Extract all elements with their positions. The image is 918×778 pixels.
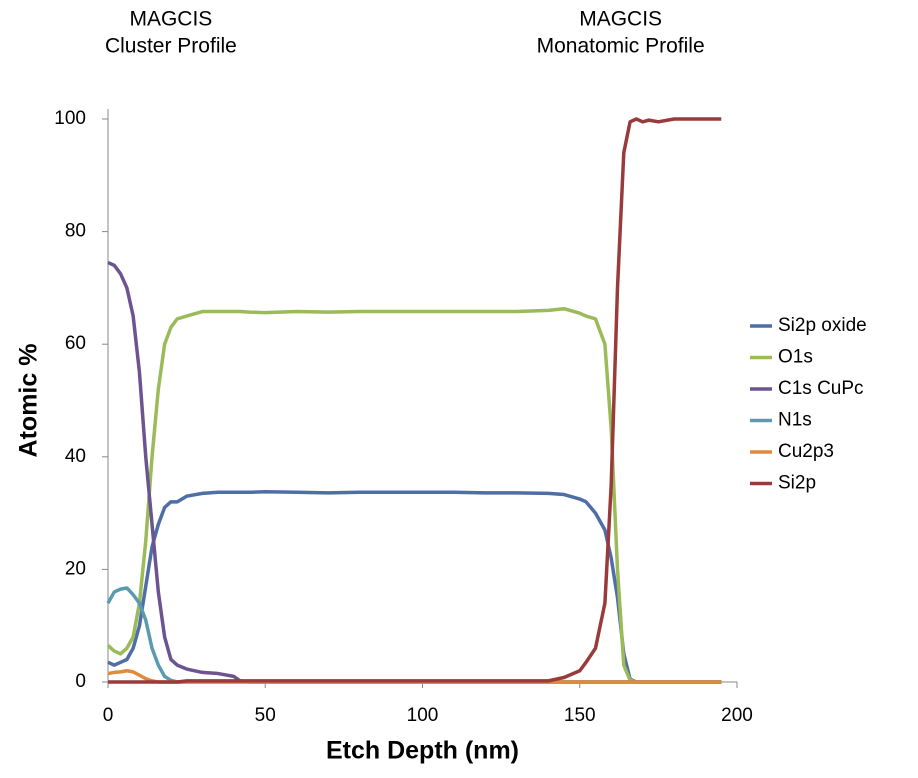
legend-label: O1s (778, 347, 813, 368)
y-tick-label: 80 (65, 221, 86, 242)
x-tick-label: 0 (103, 705, 114, 726)
x-tick-label: 150 (564, 705, 596, 726)
y-tick-label: 60 (65, 333, 86, 354)
series-line (106, 306, 722, 684)
series-line (107, 260, 722, 684)
series-line (108, 117, 722, 684)
legend-label: Si2p oxide (778, 315, 867, 336)
y-tick-label: 0 (75, 671, 86, 692)
legend-label: Cu2p3 (778, 441, 834, 462)
y-tick-label: 20 (65, 558, 86, 579)
legend-label: N1s (778, 410, 812, 431)
annotation: MAGCIS (579, 8, 662, 31)
legend-label: Si2p (778, 473, 816, 494)
x-tick-label: 200 (721, 705, 753, 726)
annotation: MAGCIS (129, 8, 212, 31)
legend-label: C1s CuPc (778, 378, 864, 399)
y-tick-label: 100 (54, 108, 86, 129)
y-tick-label: 40 (65, 446, 86, 467)
series-line (107, 489, 722, 684)
annotation: Cluster Profile (105, 35, 237, 58)
series-line (106, 586, 722, 684)
y-axis-title: Atomic % (15, 344, 43, 458)
annotation: Monatomic Profile (537, 35, 705, 58)
x-tick-label: 50 (255, 705, 276, 726)
x-axis-title: Etch Depth (nm) (326, 737, 519, 765)
x-tick-label: 100 (407, 705, 439, 726)
